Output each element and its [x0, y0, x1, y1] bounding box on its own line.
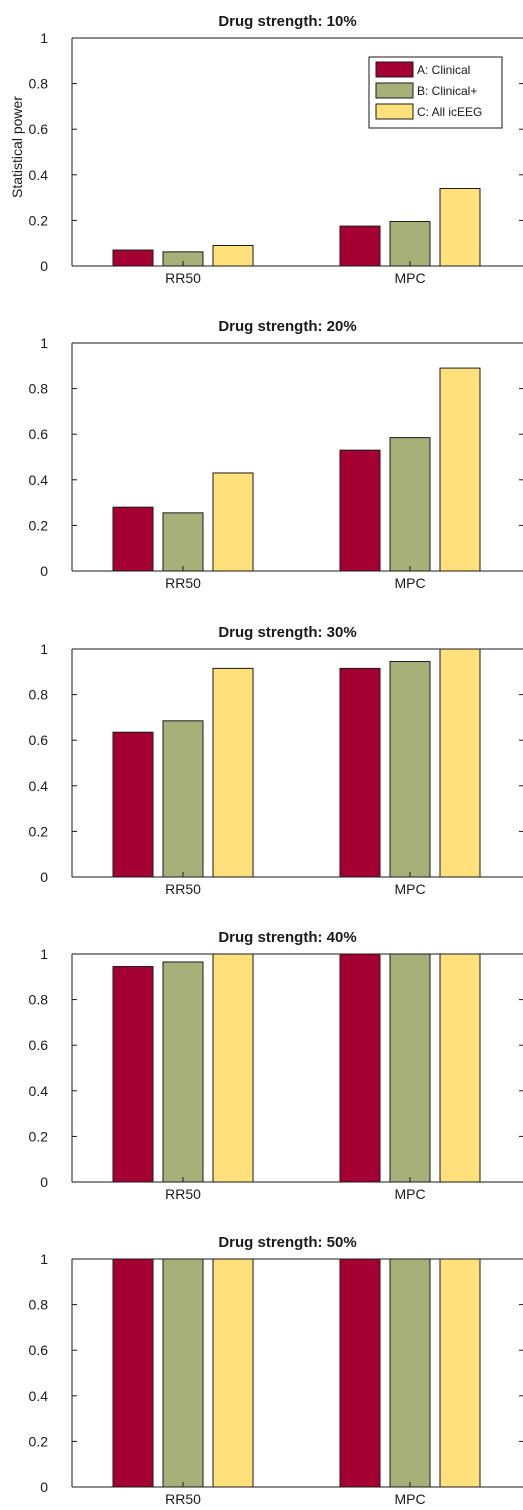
y-tick-label: 0.2 [29, 517, 49, 533]
bar-series-3-mpc [439, 953, 481, 1183]
bar-series-2-rr50 [162, 961, 204, 1183]
bar-series-3-mpc [439, 367, 481, 572]
y-tick-label: 0.4 [29, 1388, 49, 1404]
y-tick-label: 0.8 [29, 687, 49, 703]
bar-series-3-rr50 [212, 667, 254, 878]
bar-series-3-rr50 [212, 244, 254, 267]
legend-label-3: C: All icEEG [417, 105, 482, 119]
chart-panel-1: Drug strength: 10% 0 0.2 0.4 0.6 0.8 1 RR50 MPC S… [9, 13, 523, 286]
y-tick-label: 1 [40, 335, 48, 351]
legend-swatch-3 [375, 103, 414, 120]
legend: A: Clinical B: Clinical+ C: All icEEG [368, 56, 503, 129]
bar-series-2-mpc [389, 1258, 431, 1488]
y-tick-label: 0 [40, 1479, 48, 1495]
panel-title: Drug strength: 10% [218, 13, 356, 30]
panel-title: Drug strength: 30% [218, 624, 356, 641]
y-tick-label: 0.4 [29, 472, 49, 488]
y-tick-label: 0.4 [29, 778, 49, 794]
bar-series-2-mpc [389, 953, 431, 1183]
x-category-label-rr50: RR50 [165, 575, 201, 591]
chart-panel-2: Drug strength: 20% 0 0.2 0.4 0.6 0.8 1 RR50 MPC [29, 318, 523, 591]
y-tick-label: 0 [40, 1174, 48, 1190]
y-tick-label: 1 [40, 641, 48, 657]
x-category-label-rr50: RR50 [165, 1491, 201, 1507]
bar-series-2-rr50 [162, 1258, 204, 1488]
legend-swatch-1 [375, 61, 414, 78]
y-tick-label: 0 [40, 258, 48, 274]
x-category-label-mpc: MPC [394, 1186, 425, 1202]
bar-series-2-rr50 [162, 512, 204, 572]
y-tick-label: 1 [40, 30, 48, 46]
bar-series-1-rr50 [112, 731, 154, 878]
x-category-label-mpc: MPC [394, 270, 425, 286]
y-tick-label: 0.2 [29, 1128, 49, 1144]
bar-series-1-rr50 [112, 249, 154, 267]
bar-series-3-mpc [439, 1258, 481, 1488]
y-tick-label: 0 [40, 869, 48, 885]
panel-title: Drug strength: 20% [218, 318, 356, 335]
bar-series-1-rr50 [112, 1258, 154, 1488]
y-tick-label: 0.6 [29, 732, 49, 748]
panel-title: Drug strength: 50% [218, 1234, 356, 1251]
chart-panel-4: Drug strength: 40% 0 0.2 0.4 0.6 0.8 1 RR50 MPC [29, 929, 523, 1202]
bar-series-2-mpc [389, 221, 431, 267]
bar-series-1-mpc [339, 667, 381, 878]
y-tick-label: 0.2 [29, 212, 49, 228]
bar-series-3-rr50 [212, 953, 254, 1183]
bar-series-1-mpc [339, 953, 381, 1183]
legend-label-1: A: Clinical [417, 63, 470, 77]
y-tick-label: 0.6 [29, 1037, 49, 1053]
bar-series-1-mpc [339, 449, 381, 572]
x-category-label-mpc: MPC [394, 1491, 425, 1507]
y-tick-label: 0.6 [29, 1342, 49, 1358]
y-tick-label: 0 [40, 563, 48, 579]
bar-series-2-mpc [389, 661, 431, 878]
y-tick-label: 0.2 [29, 1433, 49, 1449]
panel-title: Drug strength: 40% [218, 929, 356, 946]
y-tick-label: 0.4 [29, 1083, 49, 1099]
bar-series-1-rr50 [112, 966, 154, 1183]
x-category-label-mpc: MPC [394, 575, 425, 591]
y-tick-label: 1 [40, 1251, 48, 1267]
y-axis-label: Statistical power [9, 96, 25, 198]
y-tick-label: 1 [40, 946, 48, 962]
x-category-label-rr50: RR50 [165, 270, 201, 286]
bar-series-1-mpc [339, 1258, 381, 1488]
bar-series-1-rr50 [112, 506, 154, 572]
legend-label-2: B: Clinical+ [417, 84, 477, 98]
y-tick-label: 0.6 [29, 121, 49, 137]
chart-panel-5: Drug strength: 50% 0 0.2 0.4 0.6 0.8 1 RR50 MPC [29, 1234, 523, 1507]
y-tick-label: 0.8 [29, 1297, 49, 1313]
bar-series-2-mpc [389, 437, 431, 572]
bar-series-3-rr50 [212, 1258, 254, 1488]
y-tick-label: 0.8 [29, 992, 49, 1008]
x-category-label-rr50: RR50 [165, 881, 201, 897]
bar-series-2-rr50 [162, 720, 204, 878]
chart-panel-3: Drug strength: 30% 0 0.2 0.4 0.6 0.8 1 RR50 MPC [29, 624, 523, 897]
y-tick-label: 0.8 [29, 381, 49, 397]
legend-swatch-2 [375, 82, 414, 99]
bar-series-3-mpc [439, 648, 481, 878]
y-tick-label: 0.8 [29, 76, 49, 92]
y-tick-label: 0.2 [29, 823, 49, 839]
y-tick-label: 0.4 [29, 167, 49, 183]
bar-series-3-rr50 [212, 472, 254, 572]
x-category-label-rr50: RR50 [165, 1186, 201, 1202]
y-tick-label: 0.6 [29, 426, 49, 442]
bar-series-3-mpc [439, 187, 481, 267]
x-category-label-mpc: MPC [394, 881, 425, 897]
bar-series-1-mpc [339, 225, 381, 267]
